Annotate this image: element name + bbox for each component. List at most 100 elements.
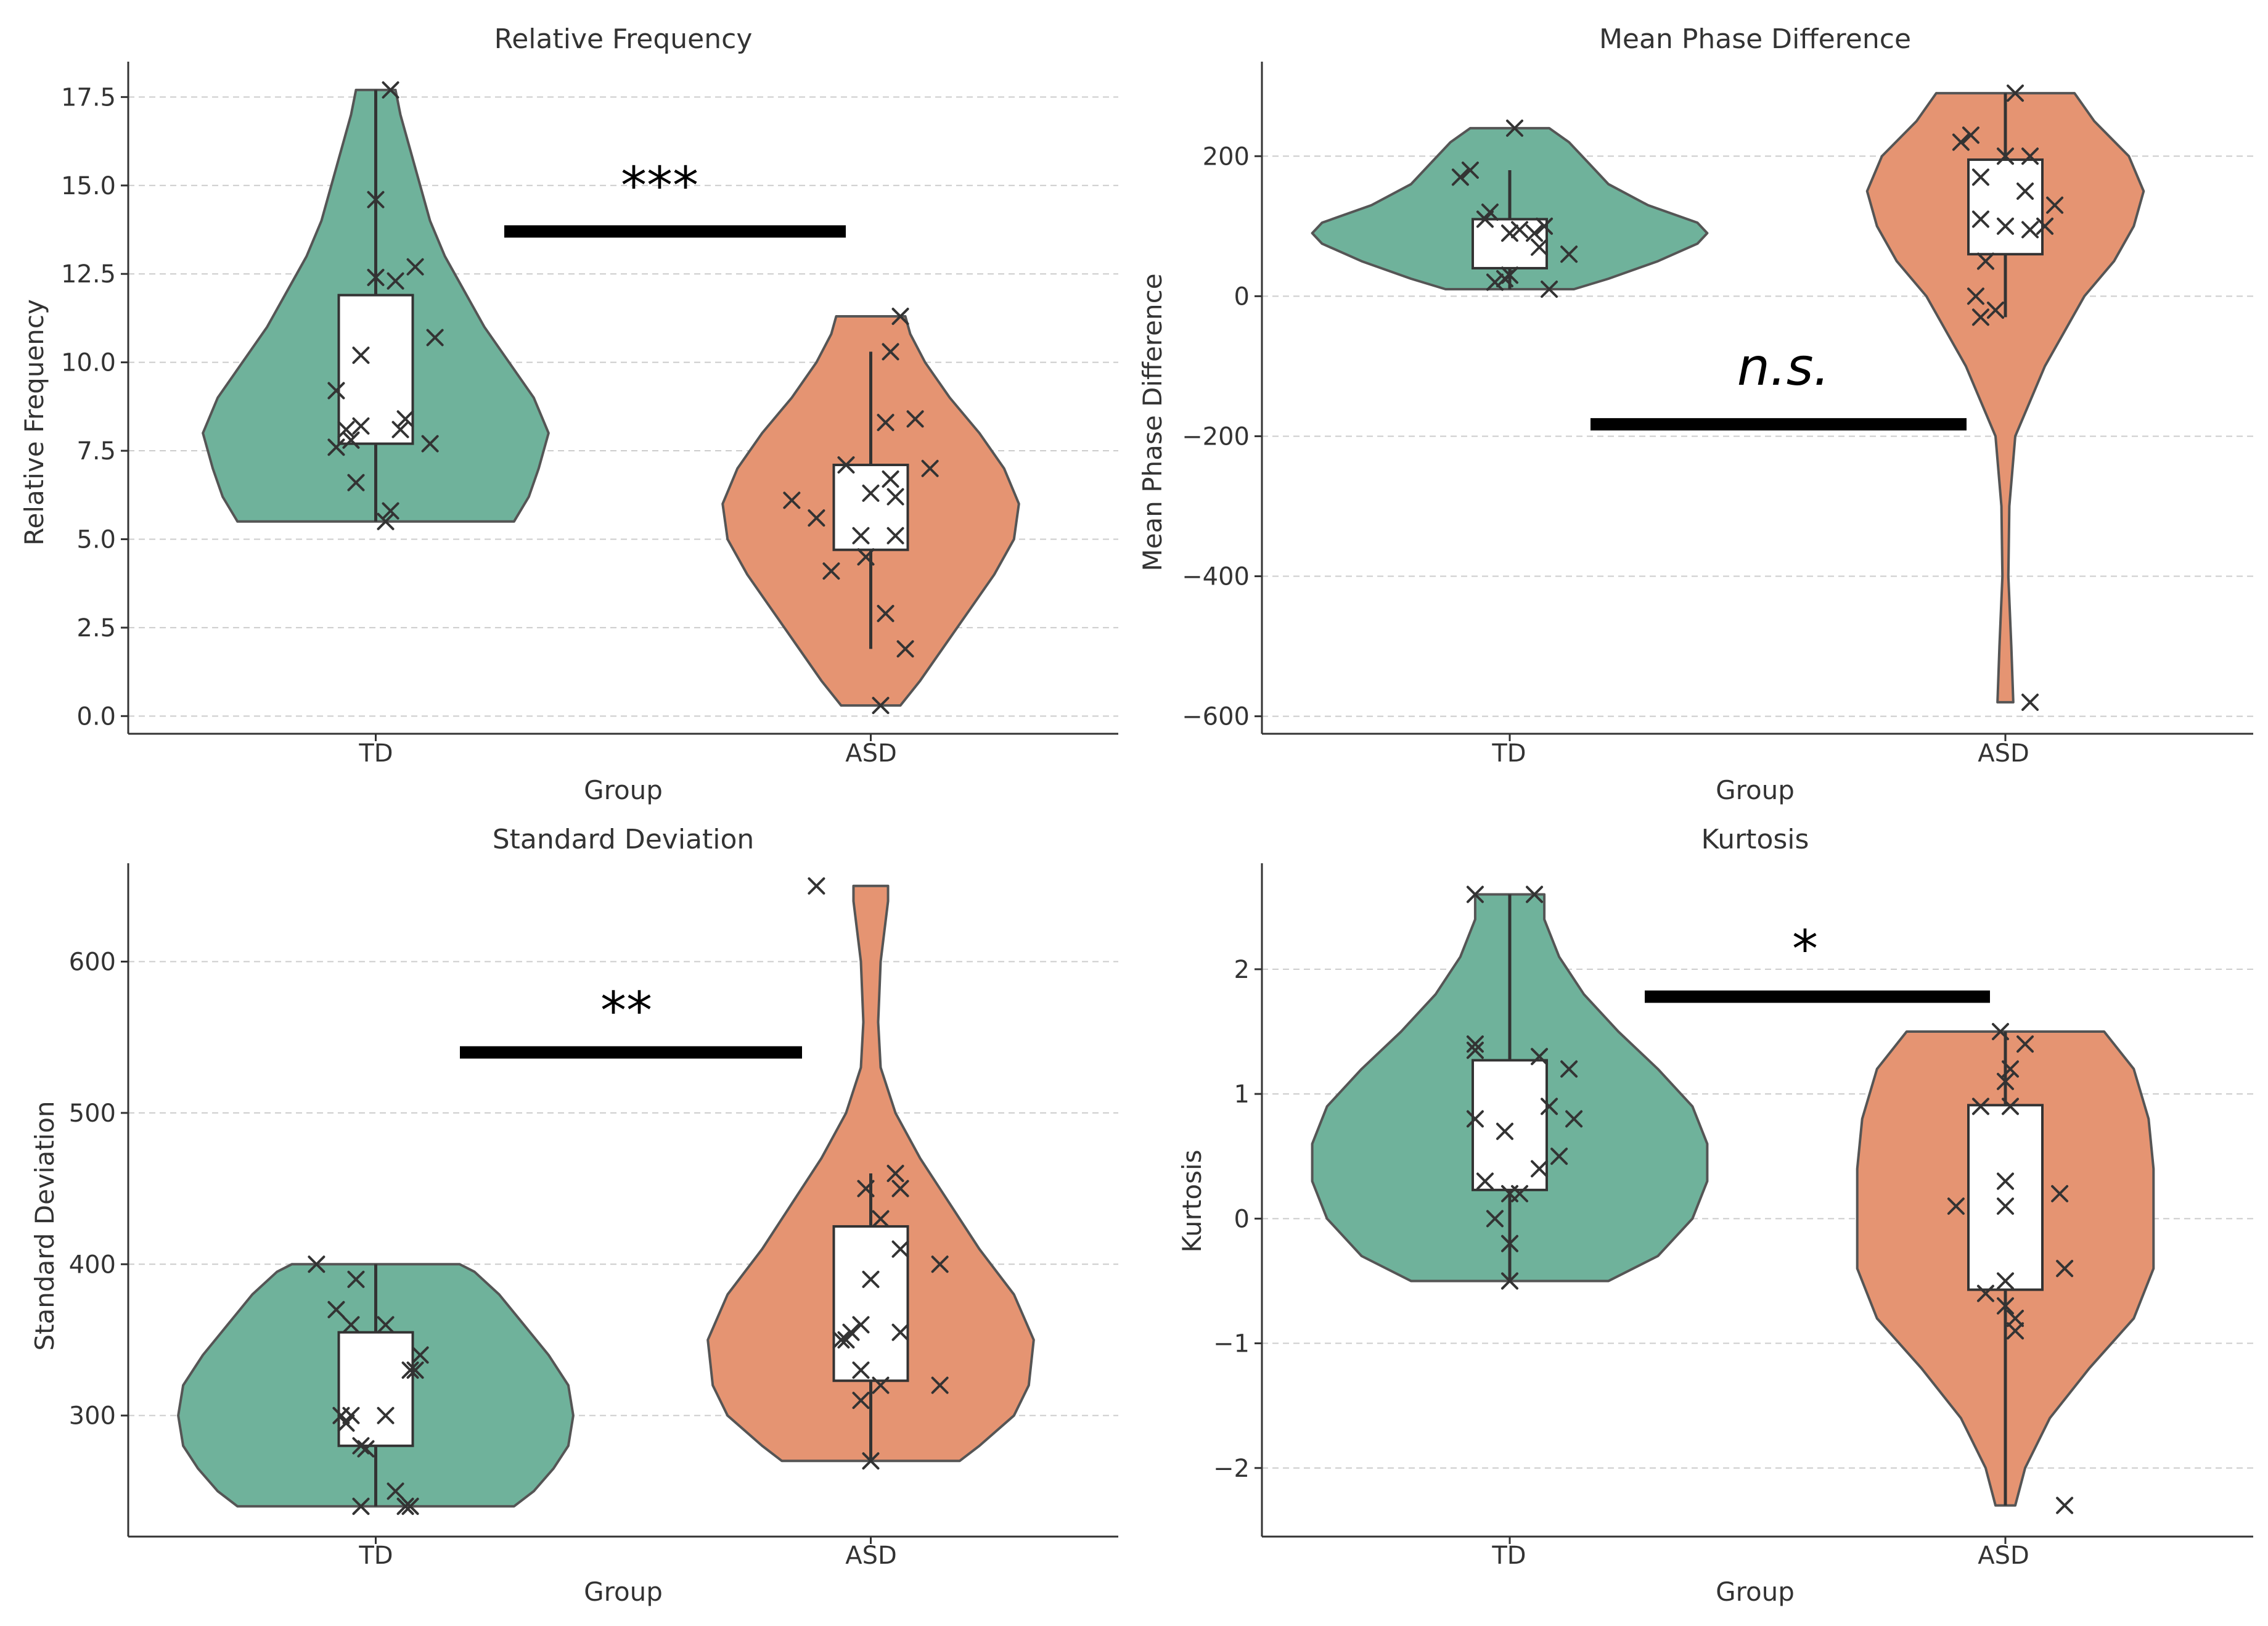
significance-label: * — [1792, 919, 1818, 979]
data-point — [2007, 1310, 2024, 1328]
data-point — [401, 1497, 419, 1515]
data-point — [891, 1180, 909, 1197]
data-point — [842, 1323, 860, 1341]
data-point — [886, 1165, 904, 1183]
data-point — [1991, 1023, 2009, 1040]
data-point — [906, 410, 924, 428]
data-point — [2021, 693, 2039, 711]
violin-asd — [706, 884, 1035, 1463]
data-point — [808, 877, 825, 895]
data-point — [862, 1270, 880, 1288]
data-point — [1976, 252, 1994, 270]
data-point — [886, 527, 904, 544]
data-point — [931, 1255, 949, 1273]
data-point — [352, 1497, 370, 1515]
y-tick-label: 400 — [69, 1250, 116, 1279]
data-point — [387, 272, 404, 290]
data-point — [2016, 1035, 2034, 1053]
data-point — [921, 459, 939, 477]
data-point — [857, 1180, 875, 1197]
data-point — [857, 548, 875, 566]
data-point — [1466, 885, 1484, 903]
data-point — [1541, 281, 1558, 298]
data-point — [1526, 224, 1544, 242]
data-point — [1947, 1197, 1965, 1215]
data-point — [327, 438, 345, 456]
x-tick-label-asd: ASD — [845, 739, 897, 768]
data-point — [1560, 245, 1578, 263]
data-point — [2007, 1322, 2024, 1340]
data-point — [2056, 1497, 2074, 1514]
data-point — [882, 470, 899, 488]
data-point — [1501, 1234, 1518, 1252]
data-point — [382, 81, 399, 99]
data-point — [1565, 1110, 1583, 1128]
data-point — [1481, 203, 1499, 221]
data-point — [377, 1316, 395, 1334]
data-point — [382, 502, 399, 520]
data-point — [783, 491, 801, 509]
y-tick-label: 0.0 — [76, 702, 116, 731]
data-point — [352, 347, 370, 364]
data-point — [1466, 1035, 1484, 1053]
data-point — [1476, 210, 1494, 228]
x-axis-label: Group — [1716, 1577, 1795, 1607]
y-tick-label: 200 — [1203, 142, 1250, 171]
data-point — [347, 474, 365, 491]
data-point — [1511, 1185, 1529, 1202]
x-axis-label: Group — [1716, 775, 1795, 805]
x-tick-label-td: TD — [1491, 739, 1526, 768]
y-tick-label: 7.5 — [76, 437, 116, 466]
data-point — [837, 456, 855, 474]
data-point — [406, 258, 424, 276]
data-point — [1967, 287, 1984, 305]
data-point — [367, 191, 385, 208]
data-point — [862, 1452, 880, 1470]
data-point — [1461, 161, 1479, 179]
data-point — [1971, 210, 1989, 228]
significance-label: ** — [600, 980, 652, 1041]
data-point — [2021, 221, 2039, 239]
x-tick-label-td: TD — [1491, 1542, 1526, 1570]
panel-mean-phase-difference: −600 −400 −200 0 200 Mean Phase Difference G… — [1137, 23, 2253, 805]
box-td — [337, 1331, 414, 1447]
data-point — [1501, 266, 1518, 284]
data-point — [352, 1437, 370, 1455]
data-point — [1496, 1122, 1513, 1140]
data-point — [2007, 84, 2024, 102]
panel-title: Standard Deviation — [493, 824, 755, 855]
data-point — [1486, 273, 1504, 291]
data-point — [2036, 217, 2054, 235]
data-point — [1526, 885, 1544, 903]
data-point — [1466, 1110, 1484, 1128]
y-tick-label: 10.0 — [61, 349, 116, 377]
data-point — [1997, 1272, 2014, 1290]
data-point — [396, 1497, 414, 1515]
data-point — [1997, 217, 2014, 235]
data-point — [337, 421, 355, 438]
data-point — [342, 1316, 360, 1334]
box-asd — [832, 1225, 909, 1382]
y-tick-label: 2.5 — [76, 614, 116, 643]
y-tick-label: 12.5 — [61, 260, 116, 289]
y-tick-label: 0 — [1234, 282, 1250, 311]
data-point — [1976, 1284, 1994, 1302]
y-tick-label: 15.0 — [61, 172, 116, 200]
data-point — [327, 1300, 345, 1318]
y-axis-label: Relative Frequency — [19, 299, 49, 546]
y-axis-label: Standard Deviation — [30, 1101, 60, 1350]
data-point — [308, 1255, 325, 1273]
data-point — [337, 1414, 355, 1432]
x-axis-label: Group — [584, 1577, 663, 1607]
data-point — [1971, 1098, 1989, 1115]
data-point — [808, 509, 825, 527]
x-tick-label-td: TD — [358, 1542, 393, 1570]
y-tick-label: −600 — [1182, 703, 1250, 731]
data-point — [852, 1316, 870, 1334]
data-point — [406, 1361, 424, 1379]
data-point — [2051, 1185, 2069, 1202]
data-point — [1451, 168, 1469, 186]
data-point — [1531, 1048, 1549, 1066]
y-tick-label: −1 — [1213, 1330, 1250, 1358]
y-axis-label: Mean Phase Difference — [1137, 273, 1168, 571]
